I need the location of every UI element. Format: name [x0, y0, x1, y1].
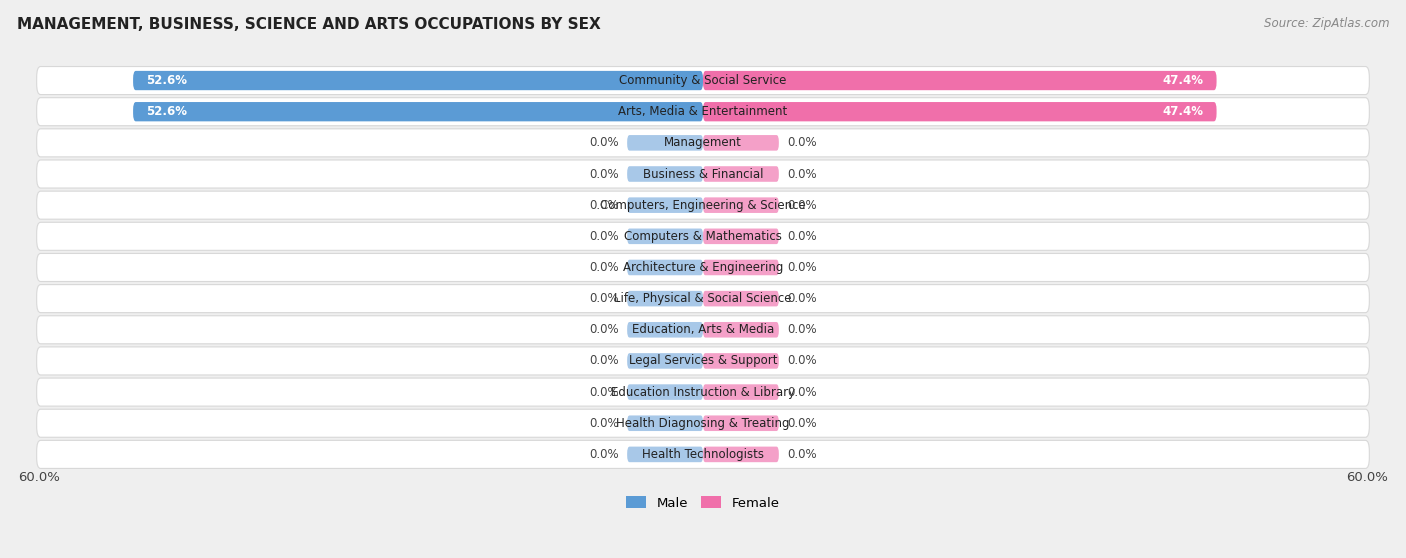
Text: Legal Services & Support: Legal Services & Support [628, 354, 778, 367]
FancyBboxPatch shape [627, 166, 703, 182]
Text: 52.6%: 52.6% [146, 74, 187, 87]
Text: Management: Management [664, 136, 742, 150]
FancyBboxPatch shape [37, 129, 1369, 157]
Text: 47.4%: 47.4% [1163, 105, 1204, 118]
FancyBboxPatch shape [703, 102, 1216, 121]
Text: Architecture & Engineering: Architecture & Engineering [623, 261, 783, 274]
Text: 60.0%: 60.0% [1346, 472, 1388, 484]
Text: Computers, Engineering & Science: Computers, Engineering & Science [600, 199, 806, 211]
Text: 0.0%: 0.0% [589, 323, 619, 336]
FancyBboxPatch shape [37, 191, 1369, 219]
Text: 0.0%: 0.0% [787, 167, 817, 180]
FancyBboxPatch shape [627, 198, 703, 213]
Text: 0.0%: 0.0% [589, 199, 619, 211]
Text: 0.0%: 0.0% [787, 323, 817, 336]
FancyBboxPatch shape [37, 222, 1369, 251]
Text: 0.0%: 0.0% [589, 136, 619, 150]
Text: Health Technologists: Health Technologists [643, 448, 763, 461]
Text: MANAGEMENT, BUSINESS, SCIENCE AND ARTS OCCUPATIONS BY SEX: MANAGEMENT, BUSINESS, SCIENCE AND ARTS O… [17, 17, 600, 32]
Text: Health Diagnosing & Treating: Health Diagnosing & Treating [616, 417, 790, 430]
FancyBboxPatch shape [627, 416, 703, 431]
FancyBboxPatch shape [703, 353, 779, 369]
Text: 52.6%: 52.6% [146, 105, 187, 118]
Text: 47.4%: 47.4% [1163, 74, 1204, 87]
Text: Education, Arts & Media: Education, Arts & Media [631, 323, 775, 336]
Text: 0.0%: 0.0% [787, 261, 817, 274]
FancyBboxPatch shape [627, 259, 703, 275]
FancyBboxPatch shape [703, 384, 779, 400]
FancyBboxPatch shape [37, 285, 1369, 312]
FancyBboxPatch shape [703, 446, 779, 462]
Text: 0.0%: 0.0% [589, 417, 619, 430]
Text: 0.0%: 0.0% [787, 417, 817, 430]
Text: Life, Physical & Social Science: Life, Physical & Social Science [614, 292, 792, 305]
Text: Community & Social Service: Community & Social Service [619, 74, 787, 87]
Text: 0.0%: 0.0% [787, 136, 817, 150]
FancyBboxPatch shape [627, 384, 703, 400]
FancyBboxPatch shape [703, 198, 779, 213]
Text: 0.0%: 0.0% [787, 199, 817, 211]
Text: 0.0%: 0.0% [787, 386, 817, 398]
Text: 0.0%: 0.0% [589, 230, 619, 243]
Legend: Male, Female: Male, Female [621, 491, 785, 515]
Text: 0.0%: 0.0% [589, 448, 619, 461]
Text: Education Instruction & Library: Education Instruction & Library [612, 386, 794, 398]
Text: 0.0%: 0.0% [787, 292, 817, 305]
FancyBboxPatch shape [703, 416, 779, 431]
Text: Computers & Mathematics: Computers & Mathematics [624, 230, 782, 243]
Text: 0.0%: 0.0% [787, 230, 817, 243]
FancyBboxPatch shape [37, 440, 1369, 468]
FancyBboxPatch shape [37, 316, 1369, 344]
FancyBboxPatch shape [703, 135, 779, 151]
FancyBboxPatch shape [134, 71, 703, 90]
Text: 0.0%: 0.0% [589, 386, 619, 398]
Text: 0.0%: 0.0% [787, 448, 817, 461]
Text: 0.0%: 0.0% [589, 261, 619, 274]
Text: 0.0%: 0.0% [589, 354, 619, 367]
Text: 0.0%: 0.0% [589, 292, 619, 305]
FancyBboxPatch shape [627, 135, 703, 151]
FancyBboxPatch shape [37, 253, 1369, 281]
FancyBboxPatch shape [37, 66, 1369, 94]
FancyBboxPatch shape [37, 160, 1369, 188]
FancyBboxPatch shape [703, 291, 779, 306]
FancyBboxPatch shape [627, 446, 703, 462]
Text: 0.0%: 0.0% [589, 167, 619, 180]
FancyBboxPatch shape [37, 378, 1369, 406]
FancyBboxPatch shape [703, 166, 779, 182]
FancyBboxPatch shape [37, 347, 1369, 375]
Text: 0.0%: 0.0% [787, 354, 817, 367]
FancyBboxPatch shape [37, 409, 1369, 437]
Text: Source: ZipAtlas.com: Source: ZipAtlas.com [1264, 17, 1389, 30]
FancyBboxPatch shape [703, 229, 779, 244]
FancyBboxPatch shape [627, 353, 703, 369]
FancyBboxPatch shape [627, 229, 703, 244]
FancyBboxPatch shape [703, 71, 1216, 90]
Text: Business & Financial: Business & Financial [643, 167, 763, 180]
Text: Arts, Media & Entertainment: Arts, Media & Entertainment [619, 105, 787, 118]
FancyBboxPatch shape [703, 322, 779, 338]
FancyBboxPatch shape [134, 102, 703, 121]
FancyBboxPatch shape [703, 259, 779, 275]
FancyBboxPatch shape [627, 291, 703, 306]
FancyBboxPatch shape [627, 322, 703, 338]
Text: 60.0%: 60.0% [18, 472, 60, 484]
FancyBboxPatch shape [37, 98, 1369, 126]
